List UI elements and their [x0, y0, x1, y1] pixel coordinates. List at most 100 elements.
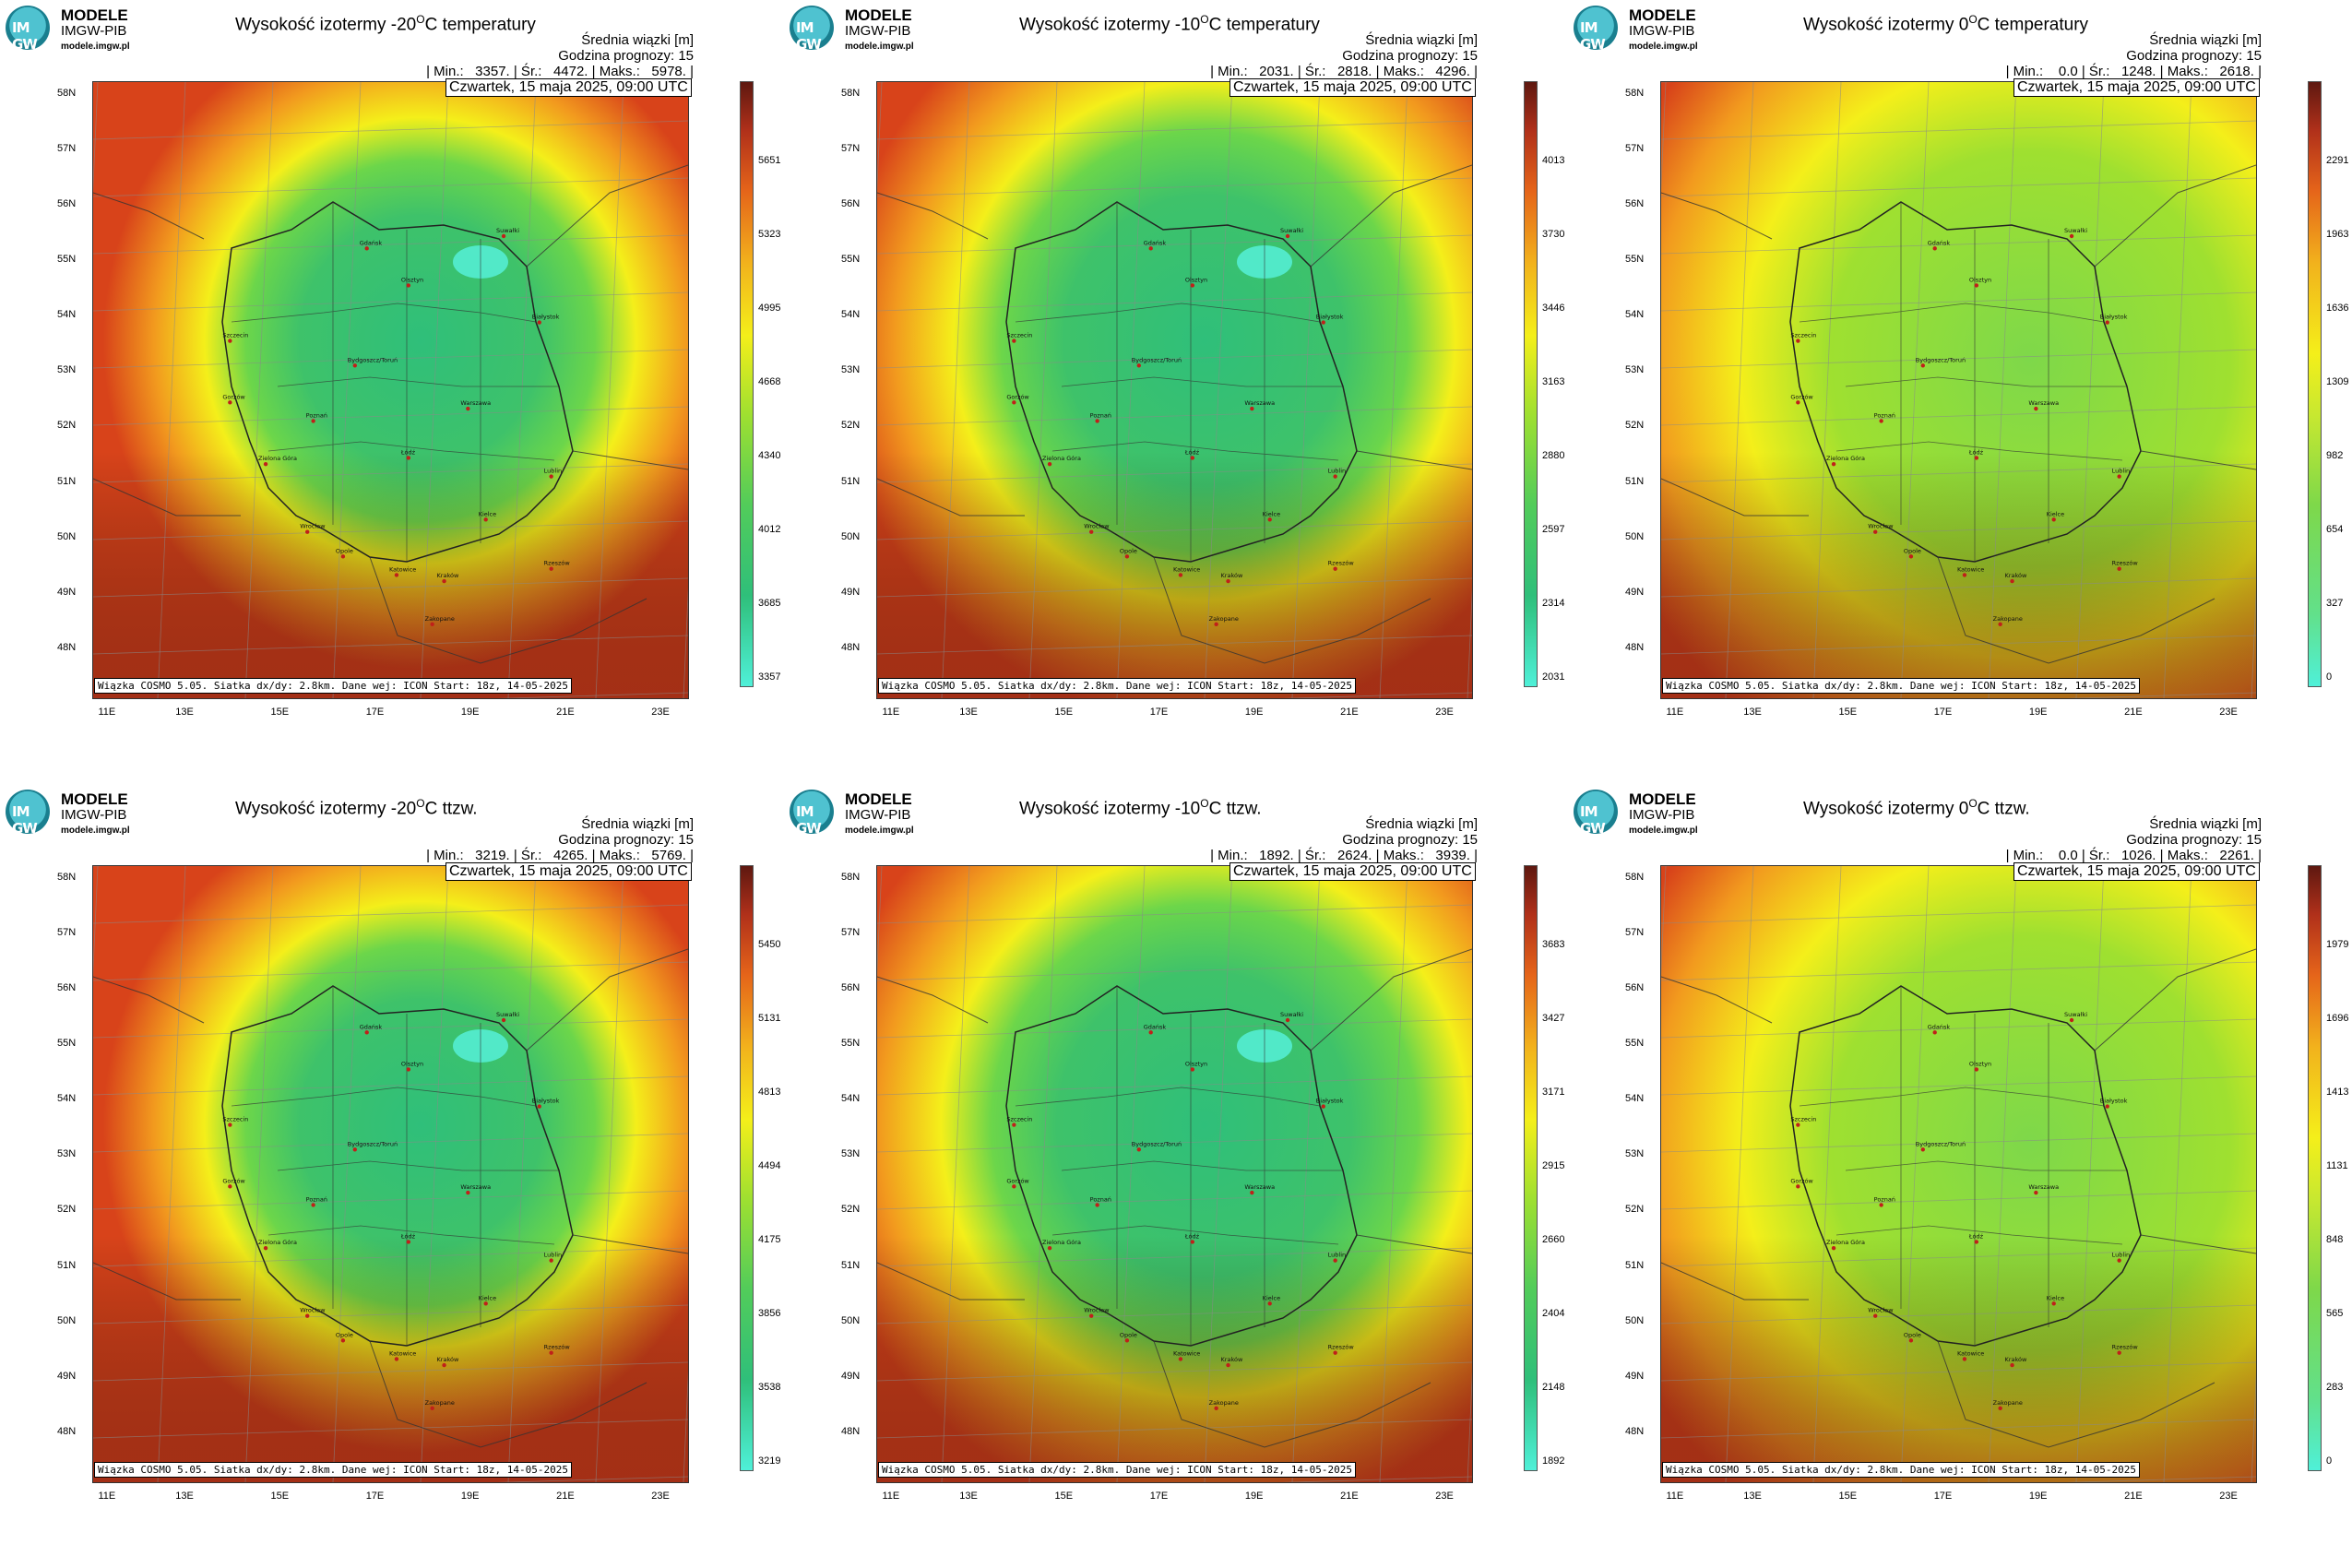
lat-tick-label: 50N — [1625, 1314, 1645, 1326]
city-dot — [1250, 406, 1254, 411]
city-label: Łódź — [1968, 1232, 1984, 1240]
lat-tick-label: 55N — [841, 254, 861, 266]
lat-tick-label: 50N — [1625, 530, 1645, 542]
city-dot — [1962, 1357, 1967, 1361]
logo-url: modele.imgw.pl — [1629, 42, 1698, 52]
panel-title: Wysokość izotermy -20OC temperatury — [235, 13, 536, 35]
lat-tick-label: 57N — [1625, 926, 1645, 938]
stats-box: Średnia wiązki [m] Godzina prognozy: 15 | … — [1210, 32, 1478, 79]
stats-heading: Średnia wiązki [m] — [581, 32, 694, 48]
lon-tick-label: 21E — [2124, 1491, 2143, 1502]
city-label: Katowice — [389, 565, 416, 573]
city-dot — [1879, 1203, 1883, 1207]
forecast-hour: Godzina prognozy: 15 — [558, 832, 694, 848]
lat-tick-label: 54N — [841, 1093, 861, 1105]
city-dot — [311, 1203, 315, 1207]
forecast-hour: Godzina prognozy: 15 — [558, 48, 694, 64]
colorbar-tick-label: 283 — [2326, 1382, 2344, 1393]
logo-url: modele.imgw.pl — [61, 42, 130, 52]
lat-tick-label: 53N — [1625, 364, 1645, 376]
colorbar — [740, 81, 754, 687]
lat-tick-label: 55N — [57, 1038, 77, 1050]
lat-tick-label: 51N — [841, 475, 861, 487]
city-dot — [466, 406, 470, 411]
city-dot — [1974, 456, 1979, 460]
imgw-logo: IM GW MODELE IMGW-PIB modele.imgw.pl — [790, 790, 923, 837]
lat-tick-label: 58N — [841, 87, 861, 99]
panel-title: Wysokość izotermy -10OC temperatury — [1019, 13, 1320, 35]
city-label: Kraków — [1221, 1356, 1243, 1363]
city-label: Katowice — [1957, 565, 1984, 573]
city-label: Wrocław — [300, 523, 326, 530]
city-dot — [340, 1338, 346, 1343]
city-label: Białystok — [2100, 314, 2128, 321]
lat-tick-label: 50N — [57, 530, 77, 542]
logo-org: IMGW-PIB — [1629, 23, 1695, 39]
city-label: Szczecin — [1006, 1116, 1032, 1123]
lat-tick-label: 49N — [57, 1370, 77, 1382]
city-dot — [1095, 419, 1099, 423]
city-label: Gorzów — [1006, 1177, 1029, 1184]
city-label: Poznań — [306, 411, 327, 419]
model-footer: Wiązka COSMO 5.05. Siatka dx/dy: 2.8km. … — [878, 678, 1356, 694]
city-label: Bydgoszcz/Toruń — [1916, 1140, 1966, 1147]
colorbar-tick-label: 1413 — [2326, 1087, 2349, 1098]
colorbar-tick-label: 0 — [2326, 1455, 2333, 1467]
lat-tick-label: 52N — [1625, 420, 1645, 432]
city-dot — [1148, 1030, 1153, 1035]
lat-tick-label: 58N — [1625, 87, 1645, 99]
panel-title: Wysokość izotermy 0OC temperatury — [1803, 13, 2089, 35]
city-label: Gdańsk — [1928, 239, 1951, 246]
lat-tick-label: 52N — [1625, 1204, 1645, 1216]
city-label: Kraków — [2005, 572, 2027, 579]
city-label: Lublin — [1328, 1252, 1346, 1259]
lat-tick-label: 50N — [841, 530, 861, 542]
lon-tick-label: 15E — [270, 1491, 290, 1502]
city-label: Rzeszów — [1328, 1344, 1355, 1351]
city-label: Łódź — [1184, 1232, 1200, 1240]
city-dot — [2034, 1190, 2038, 1195]
forecast-hour: Godzina prognozy: 15 — [2126, 832, 2262, 848]
lon-tick-label: 21E — [1340, 707, 1359, 718]
city-dot — [1124, 554, 1130, 559]
city-label: Olsztyn — [1185, 276, 1207, 283]
lat-tick-label: 56N — [1625, 981, 1645, 993]
city-dot — [2034, 406, 2038, 411]
city-dot — [1920, 363, 1925, 368]
city-dot — [2051, 1301, 2056, 1306]
city-label: Białystok — [532, 1098, 560, 1105]
city-dot — [1285, 1017, 1290, 1023]
stats-values: | Min.: 0.0 | Śr.: 1026. | Maks.: 2261. … — [2005, 848, 2262, 863]
city-dot — [1214, 1406, 1218, 1411]
lat-tick-label: 48N — [841, 641, 861, 653]
city-dot — [1190, 1240, 1195, 1244]
city-label: Suwałki — [496, 227, 519, 234]
colorbar-tick-label: 4668 — [758, 376, 781, 387]
city-label: Olsztyn — [401, 1060, 423, 1067]
city-label: Kielce — [2047, 1294, 2064, 1301]
logo-url: modele.imgw.pl — [845, 42, 914, 52]
lat-tick-label: 58N — [841, 871, 861, 883]
map-area: Gdańsk Suwałki Olsztyn Białystok Szczecin Byd… — [876, 81, 1473, 699]
lat-tick-label: 51N — [57, 475, 77, 487]
lon-tick-label: 15E — [270, 707, 290, 718]
city-dot — [1974, 1240, 1979, 1244]
city-label: Lublin — [2112, 1252, 2130, 1259]
city-label: Warszawa — [1244, 399, 1275, 407]
valid-date: Czwartek, 15 maja 2025, 09:00 UTC — [1229, 862, 1476, 881]
lat-tick-label: 56N — [841, 981, 861, 993]
lat-tick-label: 53N — [841, 1148, 861, 1160]
city-label: Lublin — [544, 1252, 562, 1259]
city-dot — [483, 1301, 488, 1306]
city-dot — [364, 1030, 369, 1035]
city-dot — [1214, 622, 1218, 627]
colorbar-tick-label: 5450 — [758, 939, 781, 950]
lon-tick-label: 11E — [98, 707, 116, 718]
map-canvas: Gdańsk Suwałki Olsztyn Białystok Szczecin Byd… — [1661, 866, 2256, 1482]
lat-tick-label: 53N — [57, 364, 77, 376]
neighbour-borders — [877, 948, 1472, 1448]
stats-box: Średnia wiązki [m] Godzina prognozy: 15 | … — [2006, 816, 2262, 863]
city-dot — [1831, 1245, 1836, 1251]
map-area: Gdańsk Suwałki Olsztyn Białystok Szczecin Byd… — [876, 865, 1473, 1483]
city-label: Łódź — [1968, 448, 1984, 456]
